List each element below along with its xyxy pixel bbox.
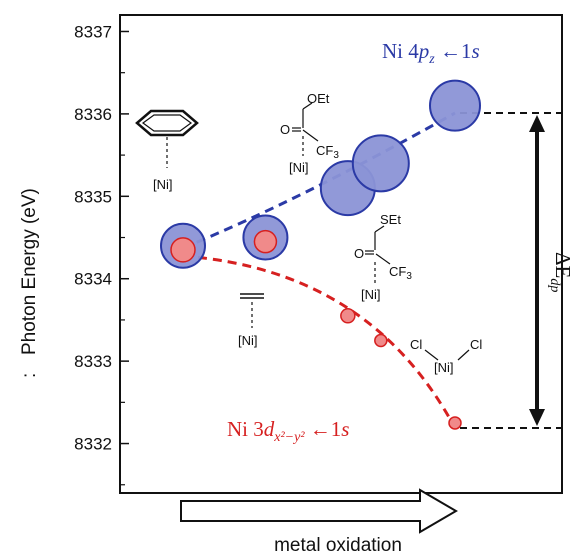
series-label-3d: Ni 3dx²−y² ←1s	[227, 417, 349, 445]
series-3d-point	[340, 308, 356, 324]
alkene-ni-label: [Ni]	[238, 333, 258, 348]
y-tick-label: 8332	[74, 435, 112, 454]
y-tick-label: 8334	[74, 270, 112, 289]
ligand-ester: OEt O CF3 [Ni]	[280, 91, 339, 175]
series-3d-fit-curve	[182, 254, 457, 429]
y-tick-label: 8337	[74, 22, 112, 41]
y-tick-label: 8336	[74, 105, 112, 124]
ligand-alkene: [Ni]	[238, 293, 264, 348]
series-3d-point	[374, 333, 388, 348]
chloride-ni-label: [Ni]	[434, 360, 454, 375]
series-3d-point	[448, 416, 462, 430]
delta-double-arrow	[529, 115, 545, 426]
metal-oxidation-arrow	[180, 488, 458, 534]
delta-e-label: ΔEdp	[547, 252, 573, 292]
data-markers	[160, 79, 481, 430]
series-3d-point	[253, 229, 278, 254]
chloride-cl-right: Cl	[470, 337, 482, 352]
series-4pz-fit-curve	[182, 111, 456, 250]
y-tick-label: 8333	[74, 352, 112, 371]
series-label-4pz: Ni 4pz ←1s	[382, 39, 480, 67]
series-4pz-point	[429, 79, 481, 132]
y-axis-label: Photon Energy (eV)	[19, 188, 40, 355]
y-axis-title: : Photon Energy (eV)	[19, 188, 40, 378]
thioester-ni-label: [Ni]	[361, 287, 381, 302]
plot-frame	[119, 14, 563, 494]
series-3d-point	[170, 237, 196, 263]
series-4pz-point	[351, 134, 410, 193]
ester-cf3-label: CF3	[316, 143, 339, 161]
ligand-benzene: [Ni]	[135, 109, 199, 192]
ester-group-label: OEt	[307, 91, 330, 106]
ester-o-label: O	[280, 122, 290, 137]
y-axis: 8337 8336 8335 8334 8333 8332	[74, 22, 129, 486]
thioester-cf3-label: CF3	[389, 264, 412, 282]
thioester-group-label: SEt	[380, 212, 401, 227]
x-axis-label: metal oxidation	[274, 535, 402, 554]
ligand-chloride: Cl Cl [Ni]	[410, 337, 482, 375]
thioester-o-label: O	[354, 246, 364, 261]
benzene-ni-label: [Ni]	[153, 177, 173, 192]
y-axis-prefix: :	[19, 373, 40, 378]
y-tick-label: 8335	[74, 187, 112, 206]
ester-ni-label: [Ni]	[289, 160, 309, 175]
chloride-cl-left: Cl	[410, 337, 422, 352]
ligand-thioester: SEt O CF3 [Ni]	[354, 212, 412, 302]
